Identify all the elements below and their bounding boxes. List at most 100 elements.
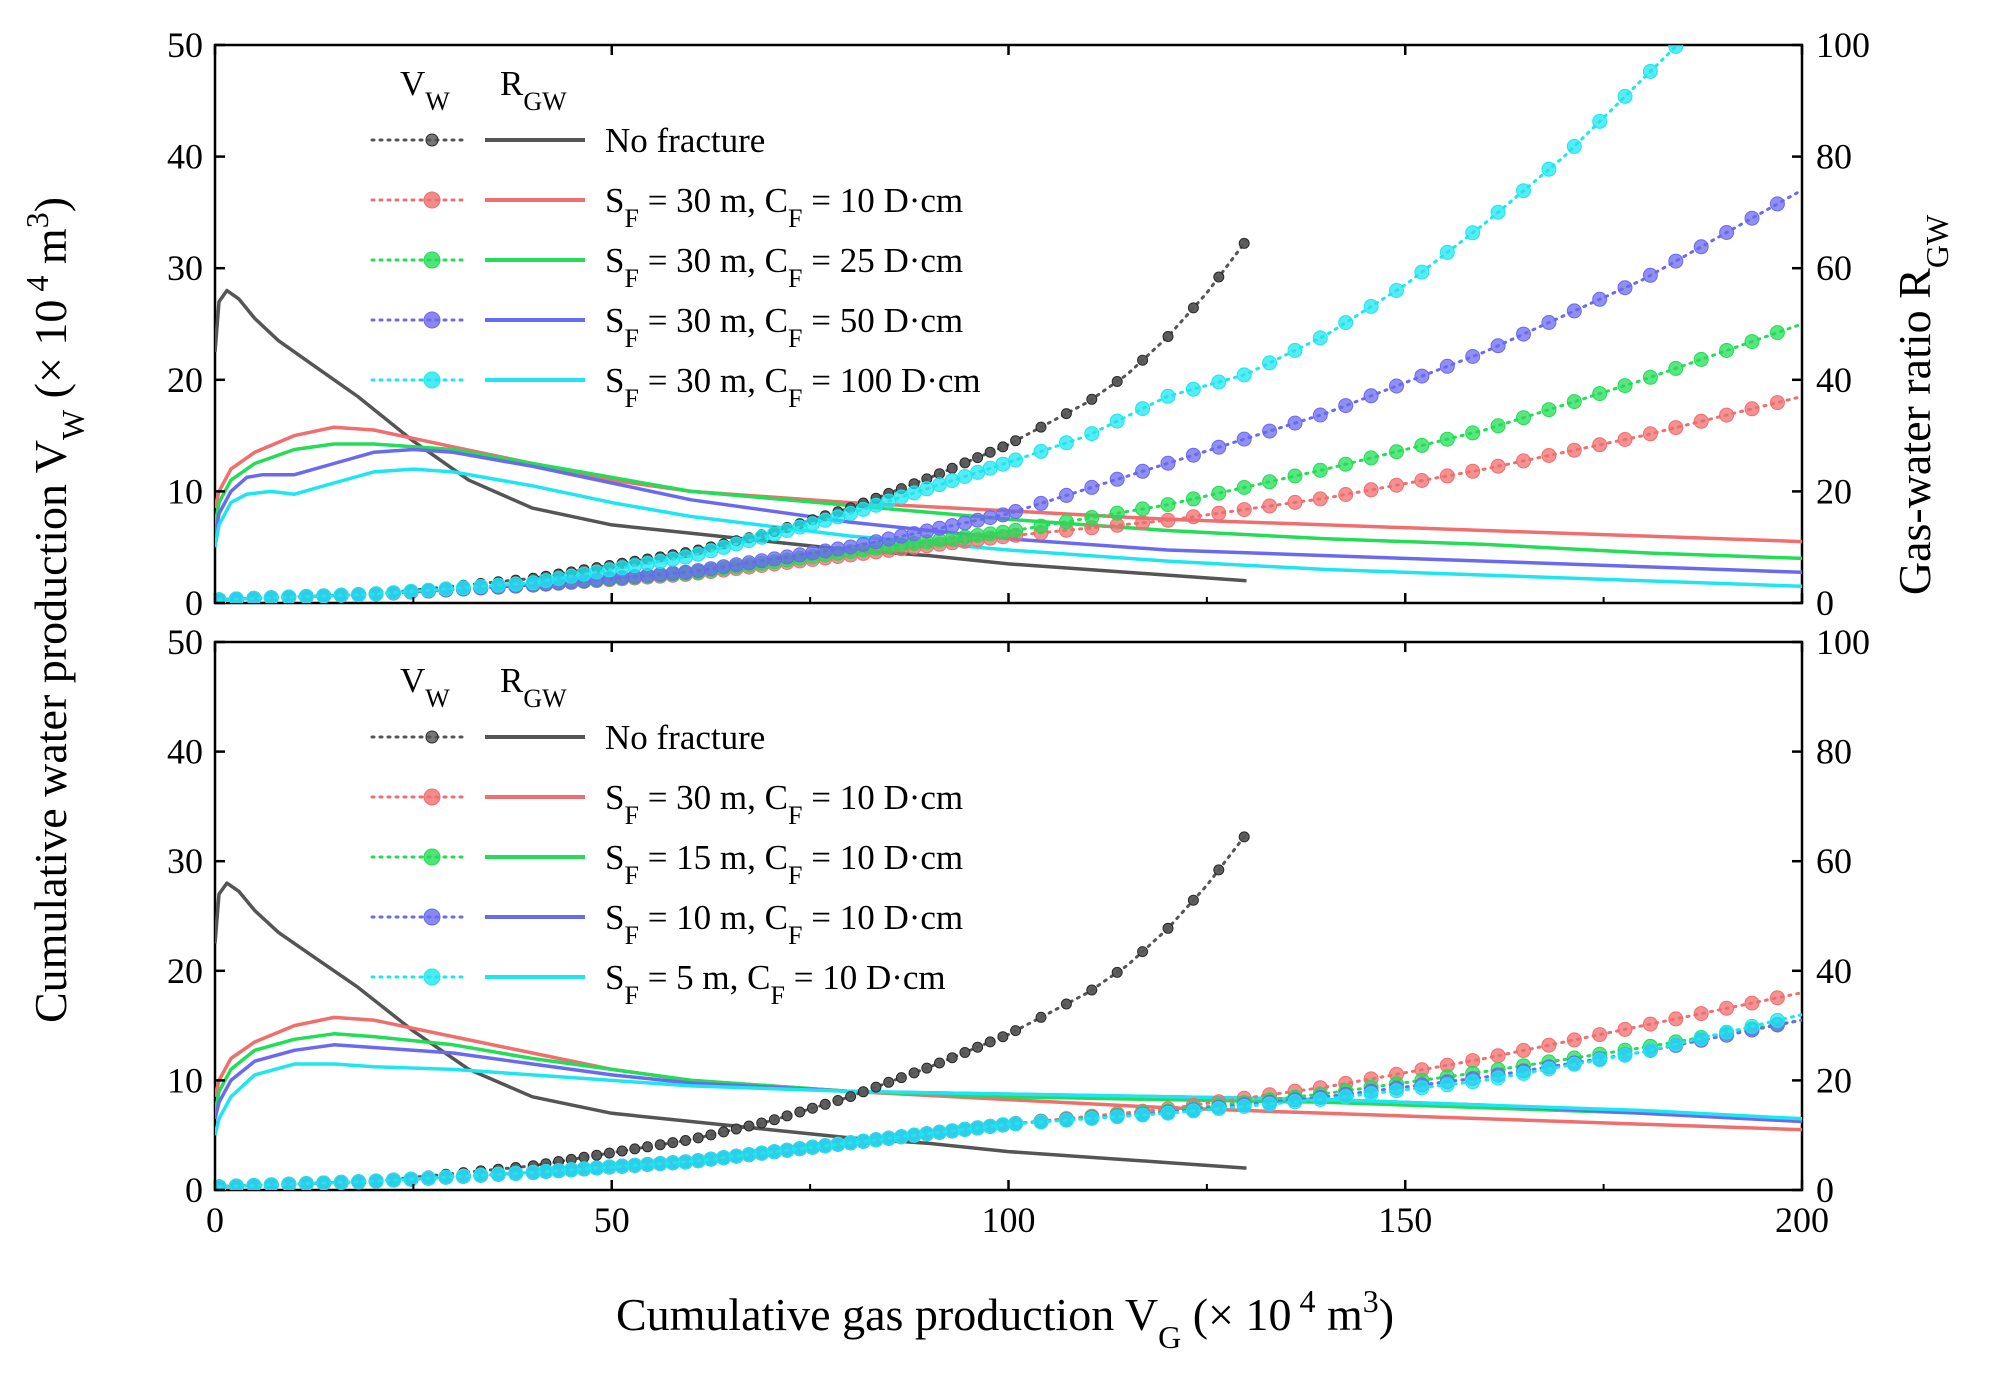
vw-marker-top-4-48	[906, 485, 922, 501]
vw-marker-top-3-70	[1363, 388, 1379, 404]
vw-marker-top-4-54	[982, 460, 998, 476]
vw-marker-bottom-0-25	[616, 1145, 628, 1157]
vw-marker-bottom-0-30	[680, 1135, 691, 1146]
vw-marker-top-3-50	[932, 520, 947, 536]
y-right-tick-label-top-1: 20	[1816, 471, 1852, 511]
x-tick-label-4: 200	[1775, 1200, 1829, 1240]
vw-marker-top-4-73	[1439, 244, 1455, 260]
vw-marker-bottom-0-63	[1187, 894, 1199, 906]
vw-marker-top-1-81	[1642, 426, 1658, 442]
vw-marker-top-1-65	[1236, 502, 1252, 518]
vw-marker-bottom-0-38	[781, 1110, 793, 1122]
vw-marker-bottom-1-75	[1490, 1048, 1506, 1064]
vw-marker-bottom-4-18	[525, 1164, 541, 1180]
vw-marker-bottom-0-44	[857, 1086, 869, 1098]
vw-marker-bottom-0-60	[1111, 966, 1123, 978]
vw-marker-top-0-54	[984, 446, 996, 458]
y-right-tick-label-bottom-1: 20	[1816, 1060, 1852, 1100]
vw-marker-top-3-83	[1693, 239, 1709, 255]
vw-marker-top-4-21	[563, 568, 579, 584]
vw-marker-top-3-46	[881, 531, 897, 547]
vw-marker-top-3-53	[970, 512, 986, 528]
vw-marker-top-2-71	[1389, 444, 1404, 460]
vw-marker-bottom-0-50	[934, 1057, 945, 1069]
vw-marker-bottom-4-54	[982, 1118, 998, 1134]
vw-marker-bottom-4-56	[1008, 1116, 1024, 1132]
vw-marker-top-2-53	[970, 528, 986, 543]
vw-marker-top-4-64	[1211, 374, 1227, 390]
vw-marker-top-3-47	[893, 528, 909, 544]
vw-marker-top-4-76	[1516, 183, 1531, 199]
vw-marker-bottom-4-81	[1642, 1042, 1658, 1058]
y-left-tick-label-bottom-5: 50	[167, 622, 203, 662]
vw-marker-top-3-85	[1744, 210, 1760, 226]
vw-marker-bottom-4-62	[1160, 1105, 1176, 1121]
legend-label-bottom-0: No fracture	[605, 718, 765, 757]
vw-marker-top-2-81	[1642, 369, 1658, 385]
vw-marker-top-4-78	[1566, 138, 1582, 154]
vw-marker-top-3-72	[1414, 368, 1430, 384]
vw-marker-top-2-64	[1211, 485, 1227, 501]
vw-marker-bottom-0-65	[1238, 831, 1250, 843]
legend-vw-marker-bottom-0	[425, 730, 439, 744]
vw-marker-bottom-4-82	[1668, 1036, 1684, 1052]
y-right-tick-label-bottom-2: 40	[1816, 951, 1852, 991]
vw-marker-top-3-45	[868, 534, 884, 550]
vw-marker-top-3-49	[919, 523, 935, 539]
y-left-tick-label-top-5: 50	[167, 25, 203, 65]
vw-marker-top-0-61	[1137, 354, 1149, 366]
vw-marker-top-1-78	[1566, 442, 1582, 458]
vw-marker-bottom-4-40	[805, 1139, 820, 1155]
rgw-line-top-3	[215, 447, 1802, 575]
vw-marker-top-4-68	[1312, 330, 1328, 346]
vw-marker-top-4-15	[473, 579, 489, 594]
vw-marker-top-1-75	[1490, 458, 1506, 474]
vw-marker-bottom-0-48	[908, 1067, 920, 1079]
vw-marker-bottom-0-59	[1086, 984, 1098, 996]
vw-marker-top-4-52	[957, 469, 973, 484]
vw-marker-top-1-72	[1414, 473, 1430, 488]
vw-marker-bottom-4-13	[438, 1169, 454, 1185]
vw-marker-top-4-16	[490, 577, 506, 593]
vw-marker-top-4-77	[1541, 161, 1557, 177]
vw-marker-top-4-23	[589, 564, 605, 580]
y-left-tick-label-top-0: 0	[185, 583, 203, 623]
y-left-tick-label-bottom-1: 10	[167, 1060, 203, 1100]
vw-marker-top-1-68	[1312, 491, 1328, 507]
vw-marker-top-2-85	[1744, 334, 1760, 350]
vw-marker-top-2-56	[1008, 522, 1024, 538]
rgw-line-top-2	[215, 442, 1802, 561]
rgw-line-top-4	[215, 467, 1802, 589]
vw-marker-top-2-59	[1084, 510, 1100, 525]
rgw-line-top-0	[215, 288, 1247, 583]
vw-marker-top-2-65	[1236, 480, 1252, 495]
vw-marker-top-2-78	[1566, 394, 1582, 410]
vw-marker-bottom-4-17	[508, 1165, 524, 1181]
vw-marker-bottom-0-45	[870, 1081, 882, 1093]
vw-marker-bottom-0-23	[591, 1149, 603, 1161]
y-left-tick-label-bottom-0: 0	[185, 1170, 203, 1210]
vw-marker-bottom-0-40	[807, 1102, 818, 1114]
vw-marker-top-1-77	[1541, 448, 1557, 463]
vw-marker-top-3-60	[1109, 471, 1125, 487]
vw-marker-top-4-34	[728, 536, 744, 552]
vw-marker-bottom-4-80	[1617, 1047, 1633, 1063]
vw-marker-top-1-66	[1262, 498, 1278, 514]
vw-marker-top-3-82	[1668, 253, 1684, 269]
x-axis-title-main: Cumulative gas production V	[616, 1289, 1158, 1340]
vw-marker-top-0-56	[1010, 435, 1022, 447]
y-left-tick-label-top-3: 30	[167, 248, 203, 288]
vw-marker-top-3-65	[1236, 431, 1252, 447]
vw-marker-top-3-69	[1338, 398, 1354, 414]
vw-marker-top-3-75	[1490, 338, 1506, 354]
vw-marker-top-1-86	[1769, 395, 1785, 411]
vw-marker-top-1-80	[1617, 432, 1633, 447]
vw-marker-top-3-34	[728, 557, 744, 573]
y-left-axis-title-exp1: 4	[19, 276, 55, 300]
vw-marker-top-2-68	[1312, 462, 1328, 478]
vw-marker-bottom-4-5	[298, 1176, 314, 1190]
vw-marker-top-4-1	[228, 591, 244, 603]
vw-marker-top-4-13	[438, 581, 454, 597]
